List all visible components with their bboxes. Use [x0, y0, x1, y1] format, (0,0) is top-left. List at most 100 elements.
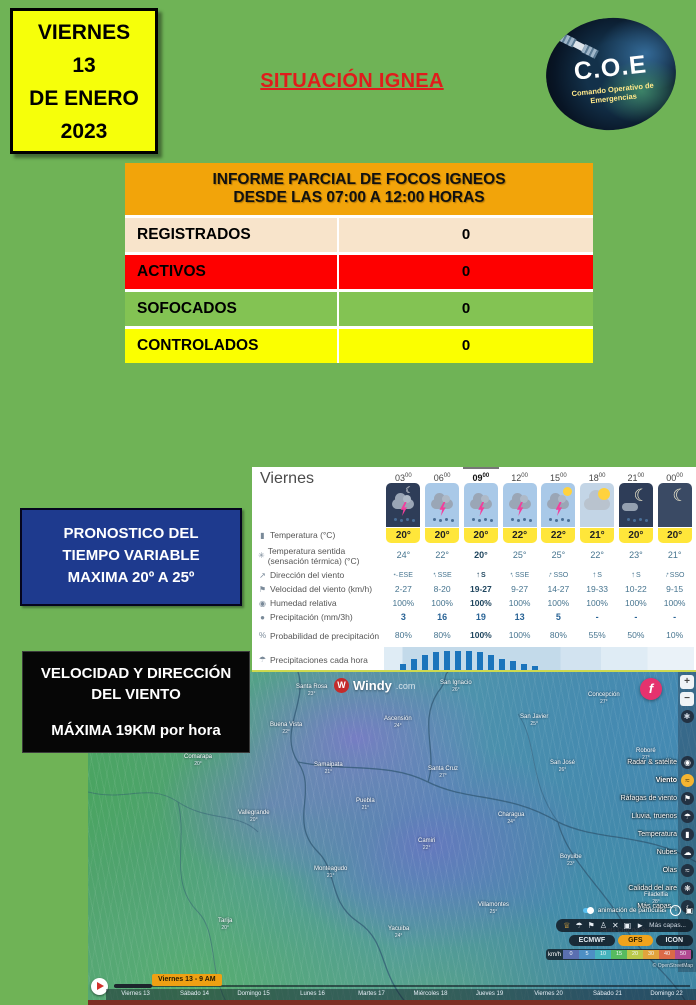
thermometer-icon: ▮ [260, 530, 265, 540]
quick-icon-5[interactable]: ▣ [623, 921, 632, 930]
wind-speed-value: 19-27 [470, 584, 492, 594]
settings-icon[interactable]: ✱ [680, 710, 694, 723]
quick-icon-4[interactable]: ✕ [611, 921, 619, 930]
quick-icon-1[interactable]: ☂ [575, 921, 583, 930]
rain-icon [549, 518, 553, 521]
layer-label: Lluvia, truenos [631, 813, 677, 820]
forecast-column-00[interactable]: 0000 20° 21° ↑SSO 9-15 100% - 10% [655, 467, 694, 647]
summary-line: PRONOSTICO DEL [63, 525, 199, 542]
legend-stop: 15 [611, 950, 627, 959]
fullscreen-icon[interactable]: ▣ [685, 906, 693, 915]
page-title: SITUACIÓN IGNEA [260, 70, 444, 92]
alert-badge[interactable]: f [640, 678, 662, 700]
layer-icon[interactable]: ❋ [681, 882, 694, 895]
timeline-current-label[interactable]: Viernes 13 - 9 AM [152, 974, 222, 986]
moon-small-icon [405, 486, 413, 495]
timeline-day: Sábado 21 [592, 991, 623, 997]
layer-label: Nubes [656, 849, 677, 856]
temperature-value: 20° [657, 528, 692, 543]
temperature-value: 22° [541, 528, 576, 543]
probability-value: 80% [549, 630, 567, 640]
bolt-icon [400, 502, 408, 516]
precip-bar [455, 651, 461, 670]
map-layer-2[interactable]: Ráfagas de viento ⚑ [621, 792, 694, 805]
map-town-label: Concepción 27° [588, 692, 620, 705]
quick-icon-2[interactable]: ⚑ [587, 921, 595, 930]
timeline-days[interactable]: Viernes 13 Sábado 14 Domingo 15 Lunes 16 Mar… [106, 989, 696, 1000]
humidity-value: 100% [547, 598, 570, 608]
layer-icon[interactable]: ◉ [681, 756, 694, 769]
map-layer-5[interactable]: Nubes ☁ [621, 846, 694, 859]
map-layer-7[interactable]: Calidad del aire ❋ [621, 882, 694, 895]
summary-line: MAXIMA 20º A 25º [67, 569, 195, 586]
time-label: 1500 [550, 473, 567, 483]
timeline-progress-handle[interactable] [114, 984, 152, 988]
info-icon[interactable]: i [670, 905, 682, 916]
map-town-label: San Ignacio 26° [440, 680, 472, 693]
map-town-label: Charagua 24° [498, 812, 525, 825]
row-label-wind-speed: Velocidad del viento (km/h) [270, 584, 373, 594]
forecast-column-09[interactable]: 0900 20° 20° ↑S 19-27 100% 19 100% [462, 467, 501, 647]
more-layers-link[interactable]: Más capas... [649, 922, 686, 929]
quick-icon-0[interactable]: ♕ [563, 921, 571, 930]
model-button-gfs[interactable]: GFS [618, 935, 653, 946]
forecast-column-06[interactable]: 0600 20° 22° ↑SSE 8-20 100% 16 80% [423, 467, 462, 647]
quick-icon-3[interactable]: ♙ [599, 921, 607, 930]
bolt-icon [555, 502, 563, 516]
legend-stop: 40 [659, 950, 675, 959]
map-layer-1[interactable]: Viento ≈ [621, 774, 694, 787]
wind-arrow-icon: ↑ [476, 570, 481, 579]
forecast-column-15[interactable]: 1500 22° 25° ↑SSO 14-27 100% 5 80% [539, 467, 578, 647]
zoom-out-button[interactable]: − [680, 692, 694, 706]
wind-summary-box: VELOCIDAD Y DIRECCIÓN DEL VIENTO MÁXIMA … [22, 651, 250, 753]
forecast-column-21[interactable]: 2100 20° 23° ↑S 10-22 100% - 50% [617, 467, 656, 647]
precipitation-value: 3 [400, 612, 406, 622]
layer-icon[interactable]: ≈ [681, 864, 694, 877]
quick-icon-6[interactable]: ► [636, 921, 645, 930]
play-button[interactable] [91, 978, 108, 995]
forecast-column-03[interactable]: 0300 20° 24° ↑ESE 2-27 100% 3 80% [384, 467, 423, 647]
cloud-icon [508, 493, 531, 509]
timeline: Viernes 13 - 9 AM Viernes 13 Sábado 14 Dom… [88, 972, 696, 1000]
model-button-ecmwf[interactable]: ECMWF [568, 935, 616, 946]
feels-like-value: 25° [512, 550, 527, 560]
probability-value: 55% [588, 630, 606, 640]
forecast-column-12[interactable]: 1200 22° 25° ↑SSE 9-27 100% 13 100% [500, 467, 539, 647]
report-row-label: CONTROLADOS [137, 337, 259, 354]
forecast-column-18[interactable]: 1800 21° 22° ↑S 19-33 100% - 55% [578, 467, 617, 647]
feels-like-value: 20° [474, 550, 488, 560]
column-divider [337, 255, 339, 289]
layer-icon[interactable]: ▮ [681, 828, 694, 841]
map-layer-0[interactable]: Radar & satélite ◉ [621, 756, 694, 769]
layer-icon[interactable]: ☁ [681, 846, 694, 859]
sun-icon [598, 488, 611, 500]
timeline-track[interactable] [114, 985, 690, 987]
layer-icon[interactable]: ≈ [681, 774, 694, 787]
windy-logo[interactable]: W Windy .com [334, 678, 415, 693]
weather-forecast-widget: Viernes ▮ Temperatura (°C) ✳ Temperatura s… [252, 467, 696, 672]
map-layer-8[interactable]: Más capas... ‹ [621, 900, 694, 913]
layer-icon[interactable]: ☂ [681, 810, 694, 823]
map-layer-6[interactable]: Olas ≈ [621, 864, 694, 877]
layer-icon[interactable]: ⚑ [681, 792, 694, 805]
zoom-in-button[interactable]: + [680, 675, 694, 689]
quick-actions-pill[interactable]: ♕ ☂ ⚑ ♙ ✕ ▣ ► Más capas... [556, 919, 693, 932]
feels-like-value: 23° [629, 550, 643, 560]
layer-icon[interactable]: ‹ [681, 900, 694, 913]
model-button-icon[interactable]: ICON [655, 935, 693, 946]
map-town-label: Santa Rosa 23° [296, 684, 328, 697]
map-layer-4[interactable]: Temperatura ▮ [621, 828, 694, 841]
weather-icon [657, 483, 692, 527]
map-layer-3[interactable]: Lluvia, truenos ☂ [621, 810, 694, 823]
date-line: 13 [72, 54, 96, 77]
coe-logo: C.O.E Comando Operativo de Emergencias [540, 11, 682, 137]
map-town-label: Camiri 22° [418, 838, 436, 851]
map-town-label: Comarapa 20° [184, 754, 213, 767]
layer-label: Olas [662, 867, 677, 874]
particles-toggle[interactable] [582, 907, 594, 914]
precip-probability-icon: % [258, 630, 267, 640]
layer-label: Viento [655, 777, 677, 784]
weather-icon [425, 483, 460, 527]
legend-stop: 0 [563, 950, 579, 959]
precip-bar [510, 661, 516, 670]
